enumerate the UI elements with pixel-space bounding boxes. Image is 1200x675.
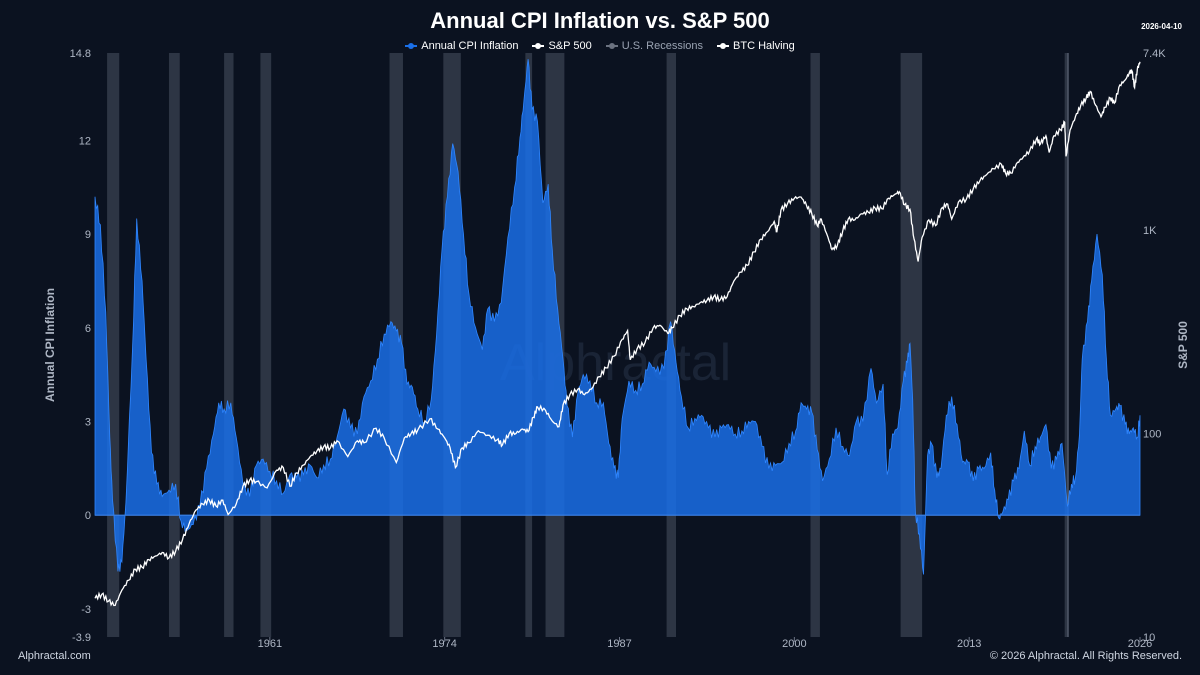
y-left-tick-label-0: 14.8 (70, 48, 91, 60)
x-tick-label-5: 2026 (1128, 638, 1152, 650)
sp500-line (94, 61, 1141, 607)
recession-band-11 (1064, 53, 1068, 637)
y-axis-right-title: S&P 500 (1176, 321, 1190, 369)
legend-label-sp500: S&P 500 (548, 40, 592, 52)
recession-band-9 (810, 53, 820, 637)
recession-band-1 (168, 53, 180, 637)
x-tick-label-3: 2000 (782, 638, 806, 650)
recession-band-2 (224, 53, 234, 637)
legend-swatch-cpi (405, 43, 418, 49)
y-left-tick-label-1: 12 (79, 135, 91, 147)
sp500-series (94, 61, 1141, 607)
y-axis-left: 14.8 12 9 6 3 0 -3 -3.9 (70, 48, 91, 644)
legend-swatch-recessions (605, 43, 618, 49)
legend-label-recessions: U.S. Recessions (621, 40, 704, 52)
legend-label-cpi: Annual CPI Inflation (421, 40, 519, 52)
y-left-tick-label-6: -3 (81, 604, 91, 616)
y-left-tick-label-7: -3.9 (72, 632, 91, 644)
y-right-tick-label-3: 10 (1143, 632, 1155, 644)
y-left-tick-label-3: 6 (85, 323, 91, 335)
cpi-series (94, 59, 1141, 575)
x-axis: 1961 1974 1987 2000 2013 2026 (258, 637, 1152, 650)
y-right-tick-label-2: 100 (1143, 428, 1161, 440)
y-right-tick-label-1: 1K (1143, 225, 1157, 237)
x-tick-label-2: 1987 (607, 638, 631, 650)
chart-date: 2026-04-10 (1141, 22, 1182, 31)
legend-item-sp500[interactable]: S&P 500 (532, 40, 592, 52)
y-axis-right: 7.4K 1K 100 10 (1143, 48, 1166, 644)
y-left-tick-label-2: 9 (85, 229, 91, 241)
footer-source[interactable]: Alphractal.com (18, 650, 91, 662)
y-left-tick-label-4: 3 (85, 417, 91, 429)
y-axis-left-title: Annual CPI Inflation (43, 288, 57, 402)
legend: Annual CPI Inflation S&P 500 U.S. Recess… (0, 40, 1200, 52)
x-tick-label-1: 1974 (432, 638, 456, 650)
chart-title: Annual CPI Inflation vs. S&P 500 (430, 8, 770, 33)
y-right-tick-label-0: 7.4K (1143, 48, 1166, 60)
legend-label-btc-halving: BTC Halving (733, 40, 795, 52)
x-tick-label-4: 2013 (957, 638, 981, 650)
x-tick-label-0: 1961 (258, 638, 282, 650)
recession-band-3 (260, 53, 272, 637)
recession-band-10 (900, 53, 923, 637)
legend-item-recessions[interactable]: U.S. Recessions (605, 40, 704, 52)
legend-swatch-btc-halving (717, 43, 730, 49)
y-left-tick-label-5: 0 (85, 510, 91, 522)
legend-swatch-sp500 (532, 43, 545, 49)
footer-copyright: © 2026 Alphractal. All Rights Reserved. (989, 650, 1182, 662)
legend-item-cpi[interactable]: Annual CPI Inflation (405, 40, 518, 52)
legend-item-btc-halving[interactable]: BTC Halving (717, 40, 795, 52)
cpi-area (94, 59, 1141, 575)
